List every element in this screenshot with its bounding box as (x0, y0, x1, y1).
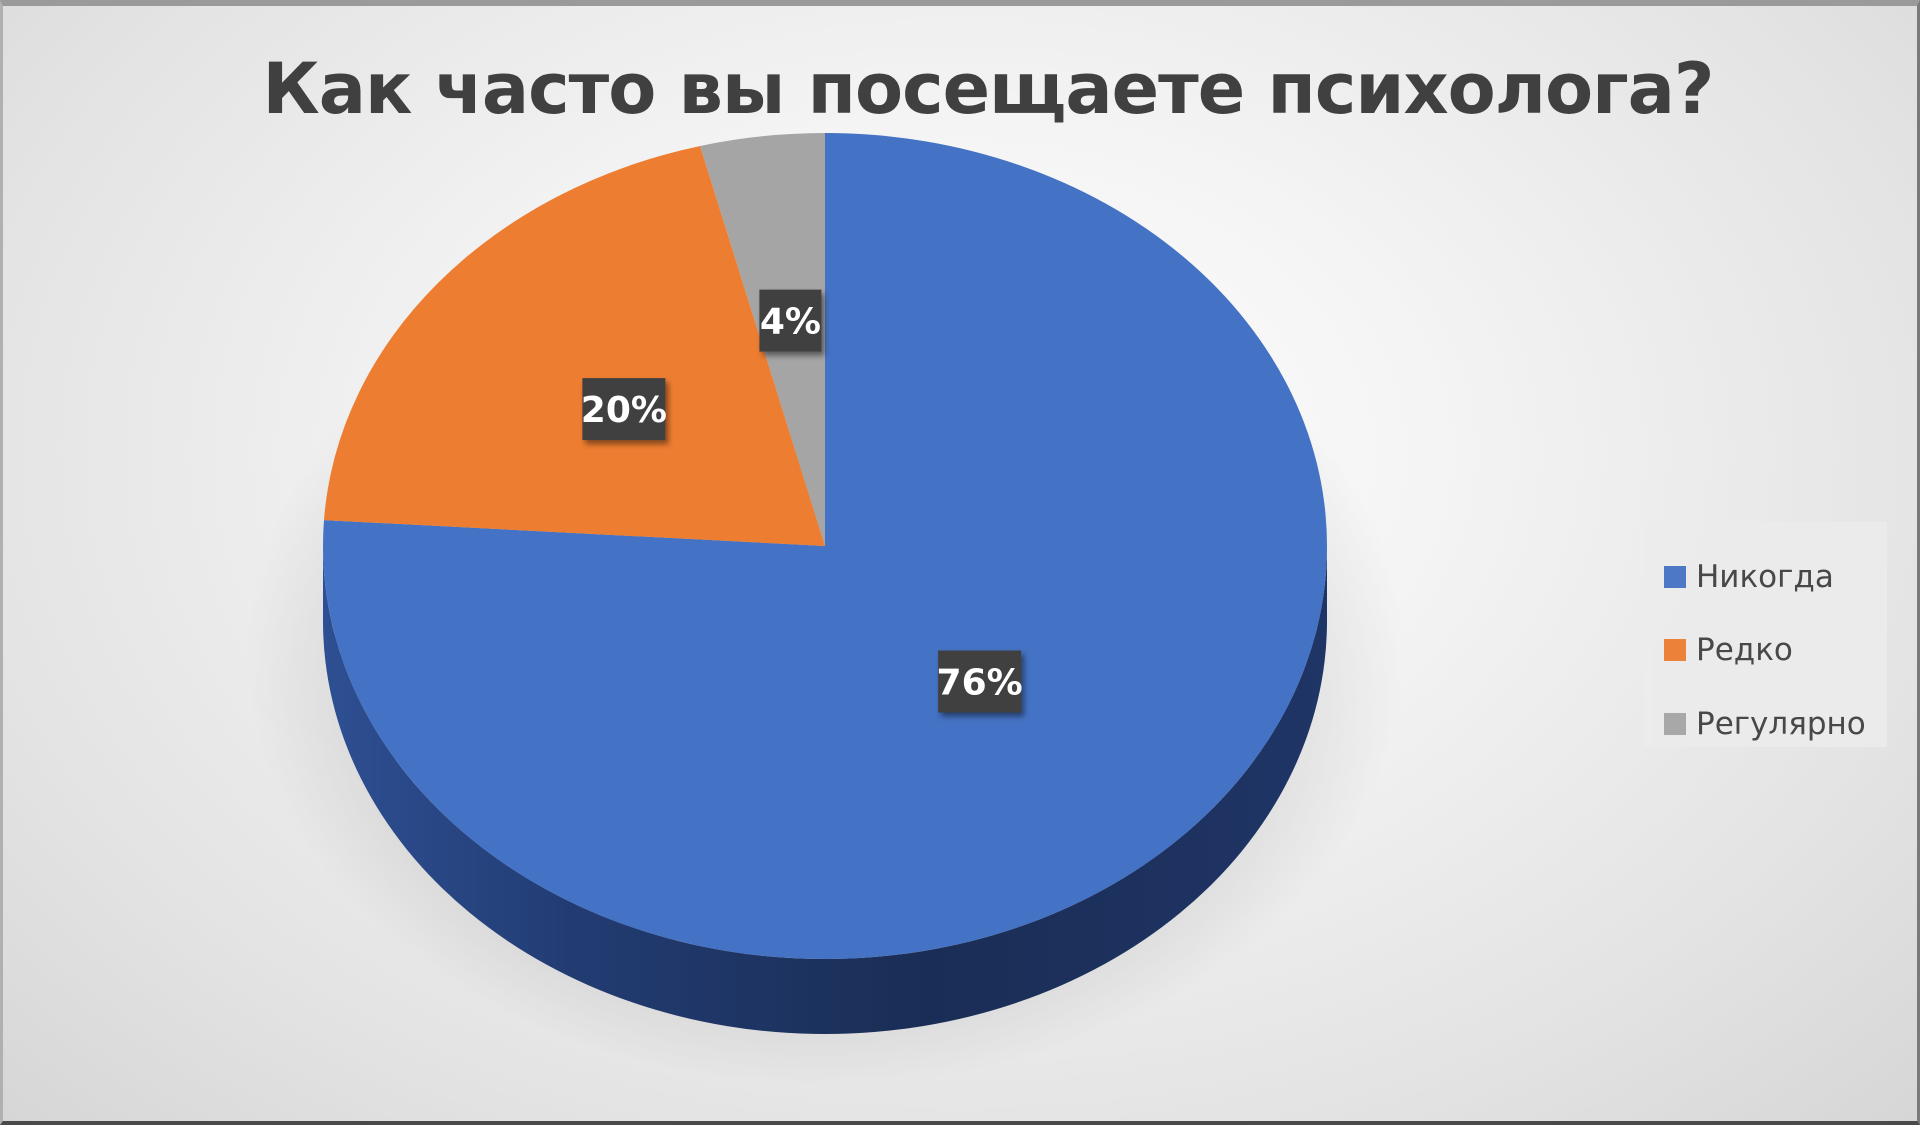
pie-chart: 76% 20% 4% (245, 133, 1405, 1086)
legend-item-regularly: Регулярно (1664, 704, 1866, 744)
data-label-box-1 (582, 378, 666, 441)
data-label-text-1: 20% (581, 390, 667, 431)
legend-label-rarely: Редко (1696, 632, 1793, 668)
data-label-box-0 (938, 650, 1022, 713)
legend-label-regularly: Регулярно (1696, 706, 1866, 742)
legend-swatch-rarely (1664, 639, 1686, 661)
legend-item-rarely: Редко (1664, 630, 1793, 670)
pie-side (323, 546, 1327, 1034)
data-label-2: 4% (759, 289, 822, 352)
pie-side-edge (323, 546, 1327, 1034)
pie-top (323, 133, 1327, 959)
legend-swatch-regularly (1664, 713, 1686, 735)
data-label-text-2: 4% (760, 302, 821, 343)
legend-item-never: Никогда (1664, 557, 1834, 597)
chart-title: Как часто вы посещаете психолога? (262, 48, 1715, 130)
legend: Никогда Редко Регулярно (1644, 522, 1887, 747)
pie-labels: 76% 20% 4% (581, 289, 1023, 713)
data-label-0: 76% (937, 650, 1023, 713)
legend-label-never: Никогда (1696, 559, 1834, 595)
pie-slice-1 (323, 145, 825, 546)
data-label-box-2 (759, 289, 822, 352)
legend-swatch-never (1664, 566, 1686, 588)
data-label-1: 20% (581, 378, 667, 441)
data-label-text-0: 76% (937, 662, 1023, 703)
